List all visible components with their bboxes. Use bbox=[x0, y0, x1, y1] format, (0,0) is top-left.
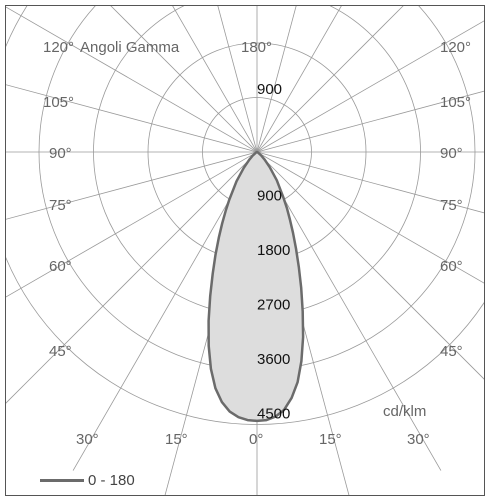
polar-spoke bbox=[256, 6, 297, 153]
series-layer bbox=[207, 150, 305, 423]
polar-spoke bbox=[6, 84, 258, 153]
angle-label-left-120: 120° bbox=[43, 39, 74, 56]
polar-spoke bbox=[172, 6, 258, 153]
polar-spoke bbox=[6, 151, 258, 220]
polar-spoke bbox=[6, 151, 258, 404]
series-curve bbox=[207, 150, 305, 423]
polar-spoke bbox=[256, 20, 484, 153]
radial-tick-label-back: 900 bbox=[257, 81, 282, 98]
polar-spoke bbox=[256, 151, 484, 380]
angle-label-right-30: 30° bbox=[407, 431, 430, 448]
polar-spoke bbox=[256, 90, 484, 153]
labels-layer: Angoli Gamma cd/klm 180° 900 120° 105° 90°… bbox=[43, 39, 471, 448]
legend-swatch bbox=[40, 478, 84, 482]
polar-spoke bbox=[217, 6, 258, 153]
angle-label-right-120: 120° bbox=[440, 39, 471, 56]
angle-label-left-0: 0° bbox=[249, 431, 263, 448]
polar-spoke bbox=[256, 151, 484, 214]
polar-spoke bbox=[6, 151, 258, 298]
polar-spoke bbox=[256, 6, 342, 153]
radial-tick-label-3600: 3600 bbox=[257, 351, 290, 368]
angle-label-right-105: 105° bbox=[440, 94, 471, 111]
angle-label-right-45: 45° bbox=[440, 343, 463, 360]
angle-label-top: 180° bbox=[241, 39, 272, 56]
angle-label-right-90: 90° bbox=[440, 145, 463, 162]
radial-tick-label-2700: 2700 bbox=[257, 297, 290, 314]
angle-label-right-15: 15° bbox=[319, 431, 342, 448]
polar-spoke bbox=[256, 151, 484, 284]
polar-spoke bbox=[110, 6, 258, 153]
angle-label-left-45: 45° bbox=[49, 343, 72, 360]
angle-label-left-105: 105° bbox=[43, 94, 74, 111]
angle-label-left-30: 30° bbox=[76, 431, 99, 448]
legend: 0 - 180 bbox=[40, 470, 135, 490]
legend-label: 0 - 180 bbox=[88, 471, 135, 489]
radial-tick-label-900: 900 bbox=[257, 188, 282, 205]
radial-tick-label-1800: 1800 bbox=[257, 242, 290, 259]
polar-spoke bbox=[256, 151, 442, 471]
angle-label-right-60: 60° bbox=[440, 258, 463, 275]
unit-label: cd/klm bbox=[383, 403, 426, 420]
angle-label-left-60: 60° bbox=[49, 258, 72, 275]
radial-tick-label-4500: 4500 bbox=[257, 406, 290, 423]
angle-label-right-75: 75° bbox=[440, 197, 463, 214]
angle-label-left-90: 90° bbox=[49, 145, 72, 162]
angle-label-left-15: 15° bbox=[165, 431, 188, 448]
polar-spoke bbox=[256, 6, 404, 153]
angle-label-left-75: 75° bbox=[49, 197, 72, 214]
title-label: Angoli Gamma bbox=[80, 39, 180, 56]
polar-spoke bbox=[6, 6, 258, 153]
